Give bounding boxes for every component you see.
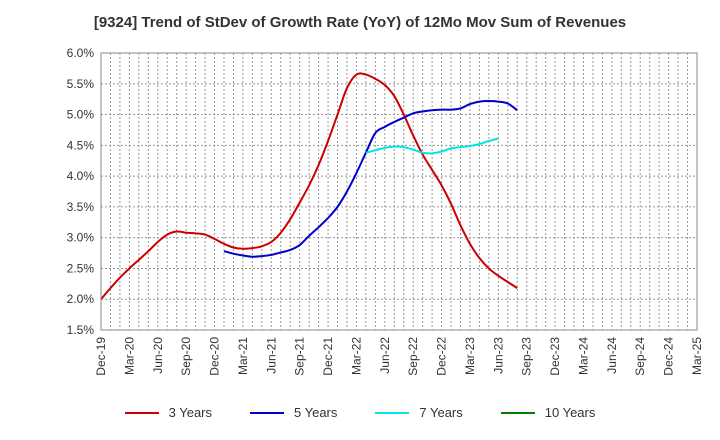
x-tick-label: Mar-20 xyxy=(122,337,136,375)
x-tick-label: Mar-23 xyxy=(463,337,477,375)
y-tick-label: 5.5% xyxy=(67,77,95,91)
x-tick-label: Sep-21 xyxy=(293,337,307,376)
legend-label: 7 Years xyxy=(419,405,463,420)
x-tick-label: Jun-20 xyxy=(151,337,165,374)
y-tick-label: 2.5% xyxy=(67,261,95,275)
chart-title: [9324] Trend of StDev of Growth Rate (Yo… xyxy=(93,14,627,31)
x-tick-label: Jun-23 xyxy=(491,337,505,374)
x-tick-label: Dec-19 xyxy=(94,337,108,376)
legend-item: 10 Years xyxy=(500,405,596,420)
y-tick-label: 3.5% xyxy=(67,200,95,214)
legend-item: 3 Years xyxy=(124,405,212,420)
x-tick-label: Sep-22 xyxy=(406,337,420,376)
x-tick-label: Dec-23 xyxy=(548,337,562,376)
x-tick-label: Sep-24 xyxy=(633,337,647,376)
y-tick-label: 1.5% xyxy=(67,323,95,337)
x-tick-label: Mar-22 xyxy=(349,337,363,375)
legend-swatch xyxy=(250,411,284,414)
y-tick-label: 2.0% xyxy=(67,292,95,306)
legend-label: 5 Years xyxy=(294,405,338,420)
legend-item: 5 Years xyxy=(250,405,337,420)
series-line-5-years xyxy=(223,100,518,258)
legend-swatch xyxy=(375,411,410,414)
plot-area-frame xyxy=(100,52,698,331)
x-tick-label: Dec-20 xyxy=(208,337,222,376)
x-tick-label: Jun-21 xyxy=(264,337,278,374)
x-tick-label: Mar-24 xyxy=(576,337,590,375)
x-tick-label: Sep-23 xyxy=(520,337,534,376)
y-tick-label: 3.0% xyxy=(67,231,95,245)
x-tick-label: Mar-25 xyxy=(690,337,704,375)
x-tick-label: Jun-22 xyxy=(378,337,392,374)
y-tick-label: 5.0% xyxy=(67,108,95,122)
x-tick-label: Dec-21 xyxy=(321,337,335,376)
x-tick-label: Jun-24 xyxy=(605,337,619,374)
legend-swatch xyxy=(500,411,535,414)
y-tick-label: 6.0% xyxy=(67,46,95,60)
series-line-3-years xyxy=(100,72,518,300)
legend: 3 Years 5 Years 7 Years 10 Years xyxy=(0,405,720,420)
legend-swatch xyxy=(124,411,159,414)
x-tick-label: Dec-24 xyxy=(662,337,676,376)
y-tick-label: 4.0% xyxy=(67,169,95,183)
x-tick-label: Sep-20 xyxy=(179,337,193,376)
legend-item: 7 Years xyxy=(375,405,463,420)
legend-label: 3 Years xyxy=(168,405,212,420)
y-tick-label: 4.5% xyxy=(67,138,95,152)
x-tick-label: Dec-22 xyxy=(435,337,449,376)
series-line-7-years xyxy=(365,137,499,155)
x-tick-label: Mar-21 xyxy=(236,337,250,375)
legend-label: 10 Years xyxy=(544,405,596,420)
